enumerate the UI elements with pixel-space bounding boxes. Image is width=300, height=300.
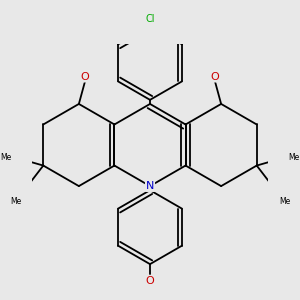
- Text: Me: Me: [279, 197, 290, 206]
- Text: Me: Me: [289, 153, 300, 162]
- Text: O: O: [81, 72, 89, 82]
- Text: N: N: [146, 181, 154, 191]
- Text: Me: Me: [10, 197, 21, 206]
- Text: O: O: [146, 276, 154, 286]
- Text: O: O: [211, 72, 219, 82]
- Text: Me: Me: [0, 153, 11, 162]
- Text: Cl: Cl: [145, 14, 155, 24]
